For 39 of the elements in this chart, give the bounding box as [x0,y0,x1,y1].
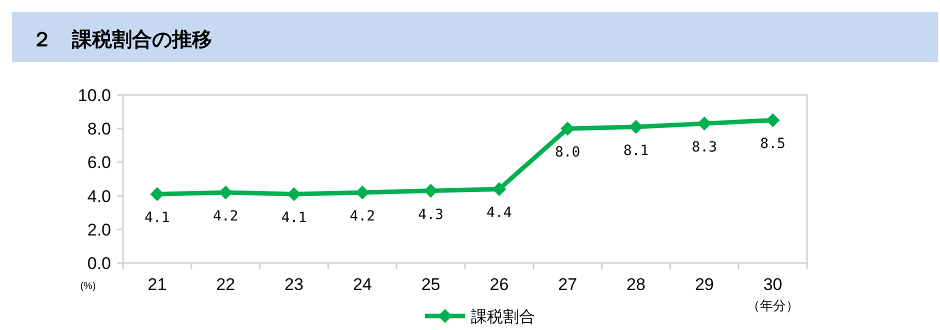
y-tick-label: 2.0 [87,220,111,240]
x-axis-title: （年分） [746,298,799,313]
point [629,120,643,134]
data-label: 8.1 [623,142,649,159]
x-tick-label: 30 [763,275,782,294]
data-label: 8.5 [760,136,786,152]
y-tick-label: 8.0 [87,120,111,139]
y-tick-label: 6.0 [87,153,111,172]
y-axis-title: (%) [80,281,96,292]
point [287,187,301,202]
point [492,182,506,196]
point [150,187,164,202]
y-tick-label: 10.0 [78,86,111,105]
data-label: 4.1 [281,210,307,226]
data-label: 4.4 [486,205,512,222]
y-tick-label: 0.0 [87,254,111,273]
title: ２ 課税割合の推移 [32,29,212,51]
x-tick-label: 29 [694,275,714,294]
legend: 課税割合 [425,309,535,326]
x-tick-label: 23 [284,275,304,294]
data-label: 8.0 [554,144,580,161]
x-tick-label: 25 [421,275,440,294]
point [766,113,780,128]
data-label: 8.3 [692,140,718,156]
x-tick-label: 21 [148,275,167,294]
y-tick-label: 4.0 [87,186,111,206]
x-tick-label: 28 [626,275,646,294]
x-tick-label: 27 [558,275,578,294]
data-label: 4.3 [418,206,444,223]
data-label: 4.2 [350,208,376,224]
x-tick-label: 26 [490,275,509,294]
data-label: 4.1 [144,210,170,226]
x-tick-label: 22 [216,275,236,294]
point [424,184,438,198]
data-label: 4.2 [212,208,238,224]
x-tick-label: 24 [352,275,372,294]
legend-label: 課税割合 [471,308,535,326]
point [697,116,712,131]
point [560,122,575,136]
